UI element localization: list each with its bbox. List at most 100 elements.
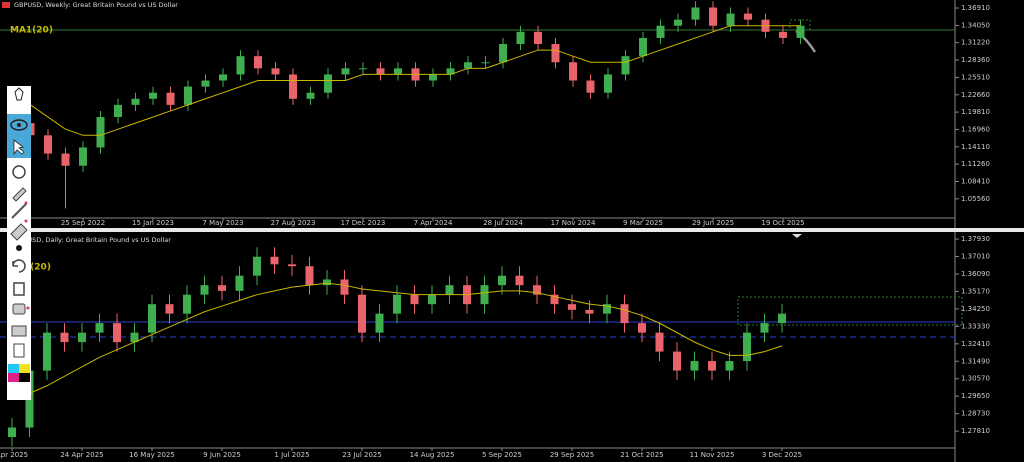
flag-icon: [2, 2, 10, 8]
candle-body: [428, 294, 436, 305]
tool-delete[interactable]: [13, 282, 25, 296]
color-black[interactable]: [19, 373, 30, 382]
candle-body: [498, 275, 506, 286]
rectangle-object[interactable]: [737, 296, 963, 326]
candle-body: [744, 13, 752, 20]
tool-undo[interactable]: [12, 259, 26, 273]
candle-body: [516, 31, 525, 45]
candle-body: [200, 285, 209, 295]
color-magenta[interactable]: [8, 373, 19, 382]
x-tick-label: Apr 2025: [0, 451, 28, 459]
cursor-icon: [13, 139, 25, 156]
candle-body: [254, 56, 262, 69]
y-tick-label: 1.11260: [961, 160, 990, 168]
tool-list[interactable]: [13, 343, 25, 358]
tool-magnet[interactable]: [12, 165, 26, 179]
candle-body: [656, 25, 665, 38]
x-tick-label: 1 Jul 2025: [274, 451, 309, 459]
y-tick-label: 1.36910: [961, 4, 990, 12]
candle-body: [691, 7, 700, 20]
candle-body: [218, 285, 226, 291]
candle-body: [44, 135, 52, 154]
candle-body: [219, 74, 227, 81]
candle-body: [639, 37, 647, 57]
candle-body: [113, 323, 121, 343]
y-tick-label: 1.19810: [961, 108, 990, 116]
candle-body: [410, 294, 419, 305]
tool-dot[interactable]: [16, 245, 22, 251]
eye-icon: [10, 119, 28, 131]
x-tick-label: 17 Dec 2023: [341, 219, 386, 227]
y-tick-label: 1.32410: [961, 340, 990, 348]
ma-legend: MA1(20): [10, 26, 53, 36]
candle-body: [96, 117, 105, 148]
pen-icon[interactable]: [14, 87, 24, 101]
x-tick-label: 24 Apr 2025: [60, 451, 103, 459]
x-tick-label: 28 Jul 2024: [483, 219, 523, 227]
candle-body: [78, 332, 86, 343]
x-tick-label: 15 Jan 2023: [132, 219, 174, 227]
candle-body: [43, 332, 51, 371]
tool-ruler[interactable]: [10, 223, 28, 241]
candle-body: [323, 279, 331, 286]
candle-body: [61, 153, 70, 166]
candle-body: [305, 266, 314, 286]
y-tick-label: 1.33330: [961, 322, 990, 330]
y-tick-label: 1.34050: [961, 21, 990, 29]
candle-body: [726, 13, 735, 26]
tool-template[interactable]: [12, 303, 26, 315]
candle-body: [8, 427, 16, 437]
candle-body: [638, 323, 646, 333]
x-tick-label: 29 Sep 2025: [550, 451, 594, 459]
y-tick-label: 1.30570: [961, 375, 990, 383]
moving-average: [11, 282, 783, 400]
splitter[interactable]: [0, 228, 1024, 232]
candle-body: [499, 44, 507, 63]
x-tick-label: 5 Sep 2025: [482, 451, 522, 459]
tool-line[interactable]: [11, 203, 27, 219]
candle-body: [79, 147, 87, 166]
shift-marker[interactable]: [792, 234, 802, 238]
candle-body: [550, 294, 559, 305]
color-yellow[interactable]: [19, 364, 30, 373]
candle-body: [306, 92, 315, 99]
tool-eraser[interactable]: [12, 187, 27, 202]
y-tick-label: 1.22660: [961, 91, 990, 99]
candle-body: [673, 351, 681, 371]
y-tick-label: 1.35170: [961, 287, 990, 295]
x-tick-label: 3 Dec 2025: [762, 451, 802, 459]
tool-screenshot[interactable]: [11, 325, 27, 337]
y-tick-label: 1.05560: [961, 195, 990, 203]
candle-body: [743, 332, 751, 362]
candle-body: [253, 256, 261, 276]
y-tick-label: 1.25510: [961, 73, 990, 81]
y-tick-label: 1.34250: [961, 305, 990, 313]
x-tick-label: 21 Oct 2025: [620, 451, 663, 459]
candle-body: [604, 74, 612, 93]
candle-body: [183, 294, 191, 314]
candle-body: [568, 304, 576, 310]
candle-body: [235, 275, 244, 291]
candle-body: [778, 313, 786, 324]
x-tick-label: 17 Nov 2024: [551, 219, 596, 227]
x-tick-label: 16 May 2025: [129, 451, 175, 459]
candle-body: [446, 68, 455, 75]
candle-body: [480, 285, 489, 305]
candle-body: [394, 68, 402, 75]
candle-body: [376, 68, 385, 75]
y-tick-label: 1.37010: [961, 253, 990, 261]
candle-body: [779, 31, 787, 38]
y-tick-label: 1.08410: [961, 177, 990, 185]
color-cyan[interactable]: [8, 364, 19, 373]
candle-body: [184, 86, 192, 105]
candle-body: [289, 74, 297, 99]
candle-body: [690, 361, 699, 371]
candle-body: [375, 313, 384, 333]
x-tick-label: 9 Mar 2025: [623, 219, 663, 227]
x-tick-label: 11 Nov 2025: [690, 451, 735, 459]
candle-body: [359, 68, 367, 70]
x-tick-label: 27 Aug 2023: [271, 219, 316, 227]
candle-body: [725, 361, 734, 371]
y-tick-label: 1.28730: [961, 410, 990, 418]
drawing-toolbar: [7, 86, 31, 400]
